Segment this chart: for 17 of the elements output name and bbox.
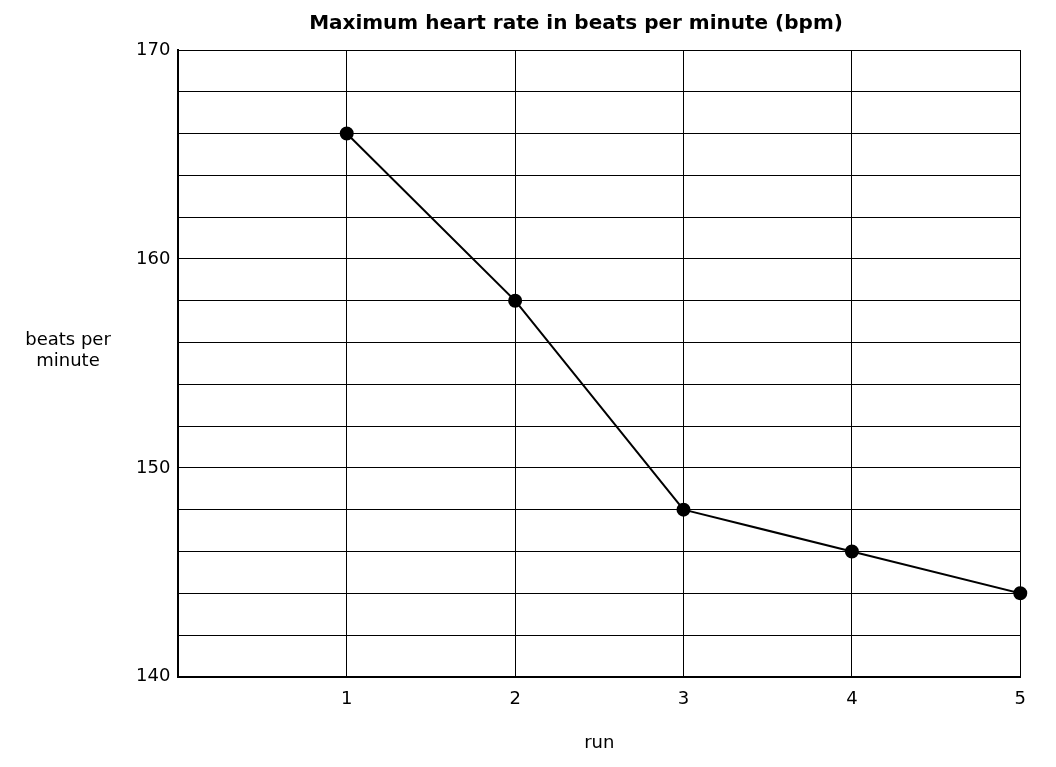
x-axis-title: run bbox=[584, 730, 615, 752]
point bbox=[676, 502, 691, 517]
y-tick-label: 170 bbox=[136, 37, 171, 59]
y-tick-label: 160 bbox=[136, 246, 171, 268]
y-tick-label: 140 bbox=[136, 664, 171, 686]
point bbox=[844, 544, 859, 559]
point bbox=[508, 293, 523, 308]
point bbox=[339, 126, 354, 141]
y-axis-title: beats per minute bbox=[24, 328, 112, 370]
x-tick-label: 2 bbox=[509, 687, 521, 709]
y-tick-label: 150 bbox=[136, 455, 171, 477]
x-tick-label: 4 bbox=[846, 687, 858, 709]
x-tick-label: 1 bbox=[341, 687, 353, 709]
x-tick-label: 5 bbox=[1014, 687, 1026, 709]
x-tick-label: 3 bbox=[677, 687, 690, 709]
point bbox=[1013, 586, 1028, 601]
chart-title: Maximum heart rate in beats per minute (bpm) bbox=[309, 10, 843, 35]
